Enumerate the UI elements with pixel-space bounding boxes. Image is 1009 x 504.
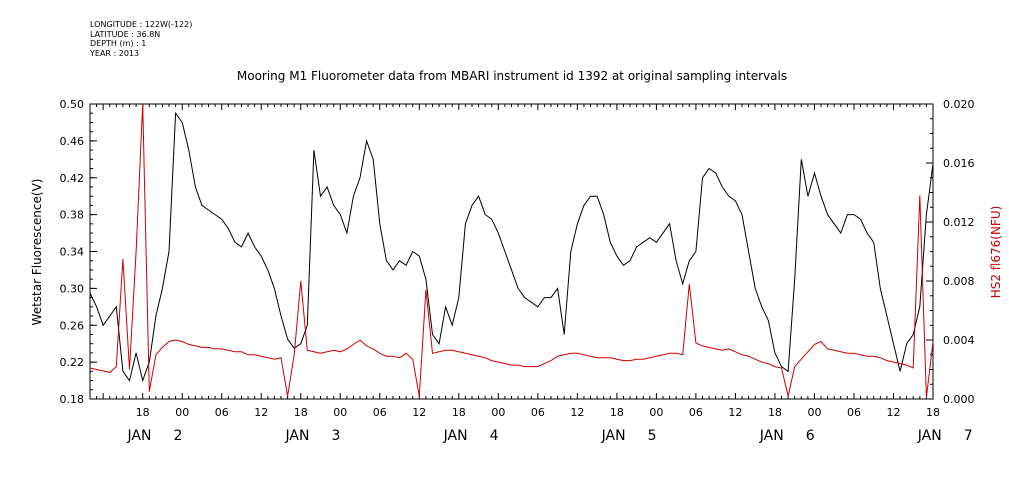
x-day-label-month: JAN (917, 428, 942, 444)
y-tick-label-right: 0.000 (943, 393, 975, 406)
x-day-label-month: JAN (285, 428, 310, 444)
x-day-label-month: JAN (126, 428, 151, 444)
series-layer (89, 103, 934, 398)
x-tick-label-hour: 00 (333, 406, 347, 419)
x-tick-label-hour: 12 (570, 406, 584, 419)
y-tick-label-right: 0.008 (943, 275, 975, 288)
x-tick-label-hour: 06 (847, 406, 861, 419)
x-tick-label-hour: 18 (136, 406, 150, 419)
x-day-label-number: 4 (490, 428, 499, 444)
x-day-label-number: 5 (648, 428, 657, 444)
x-tick-label-hour: 18 (294, 406, 308, 419)
y-tick-label-left: 0.30 (60, 282, 85, 295)
x-tick-label-hour: 18 (926, 406, 940, 419)
x-day-label-number: 7 (964, 428, 973, 444)
x-tick-label-hour: 06 (689, 406, 703, 419)
meta-year: YEAR : 2013 (90, 48, 140, 58)
y-tick-label-left: 0.46 (60, 135, 85, 148)
y-tick-label-left: 0.42 (60, 172, 85, 185)
x-tick-label-hour: 12 (412, 406, 426, 419)
series-line-hs2 (89, 103, 934, 398)
series-line-wetstar (89, 111, 934, 383)
y-tick-label-right: 0.020 (943, 98, 975, 111)
x-day-label-month: JAN (759, 428, 784, 444)
y-tick-label-right: 0.016 (943, 157, 975, 170)
y-tick-label-left: 0.26 (60, 319, 85, 332)
x-day-label-number: 3 (332, 428, 341, 444)
y-tick-label-left: 0.38 (60, 209, 85, 222)
x-tick-label-hour: 12 (728, 406, 742, 419)
x-day-label-month: JAN (443, 428, 468, 444)
x-tick-label-hour: 00 (649, 406, 663, 419)
y-tick-label-left: 0.34 (60, 246, 85, 259)
meta-latitude: LATITUDE : 36.8N (90, 29, 161, 39)
x-tick-label-hour: 00 (807, 406, 821, 419)
y-axis-label-left: Wetstar Fluorescence(V) (30, 179, 44, 326)
x-tick-label-hour: 12 (254, 406, 268, 419)
x-tick-label-hour: 18 (768, 406, 782, 419)
plot-frame (89, 103, 934, 400)
y-tick-label-left: 0.50 (60, 98, 85, 111)
y-tick-label-left: 0.18 (60, 393, 85, 406)
x-tick-label-hour: 00 (175, 406, 189, 419)
y-tick-label-right: 0.004 (943, 334, 975, 347)
x-tick-label-hour: 12 (886, 406, 900, 419)
chart-title: Mooring M1 Fluorometer data from MBARI i… (237, 69, 787, 83)
x-day-label-month: JAN (601, 428, 626, 444)
axis-labels: 18 00 06 12 18 00 06 12 18 00 06 12 18 00 06 12 18 00 06 12… (60, 98, 975, 444)
meta-depth: DEPTH (m) : 1 (90, 39, 147, 48)
x-tick-label-hour: 06 (373, 406, 387, 419)
x-tick-label-hour: 18 (452, 406, 466, 419)
chart-ticks (89, 103, 934, 400)
x-day-label-number: 2 (173, 428, 182, 444)
x-tick-label-hour: 00 (491, 406, 505, 419)
x-tick-label-hour: 06 (531, 406, 545, 419)
metadata-block: LONGITUDE : 122W(-122) LATITUDE : 36.8N … (90, 20, 192, 58)
y-axis-label-right: HS2 fl676(NFU) (989, 206, 1003, 299)
x-day-label-number: 6 (806, 428, 815, 444)
x-tick-label-hour: 18 (610, 406, 624, 419)
y-tick-label-right: 0.012 (943, 216, 975, 229)
meta-longitude: LONGITUDE : 122W(-122) (90, 20, 193, 29)
x-tick-label-hour: 06 (215, 406, 229, 419)
y-tick-label-left: 0.22 (60, 356, 85, 369)
